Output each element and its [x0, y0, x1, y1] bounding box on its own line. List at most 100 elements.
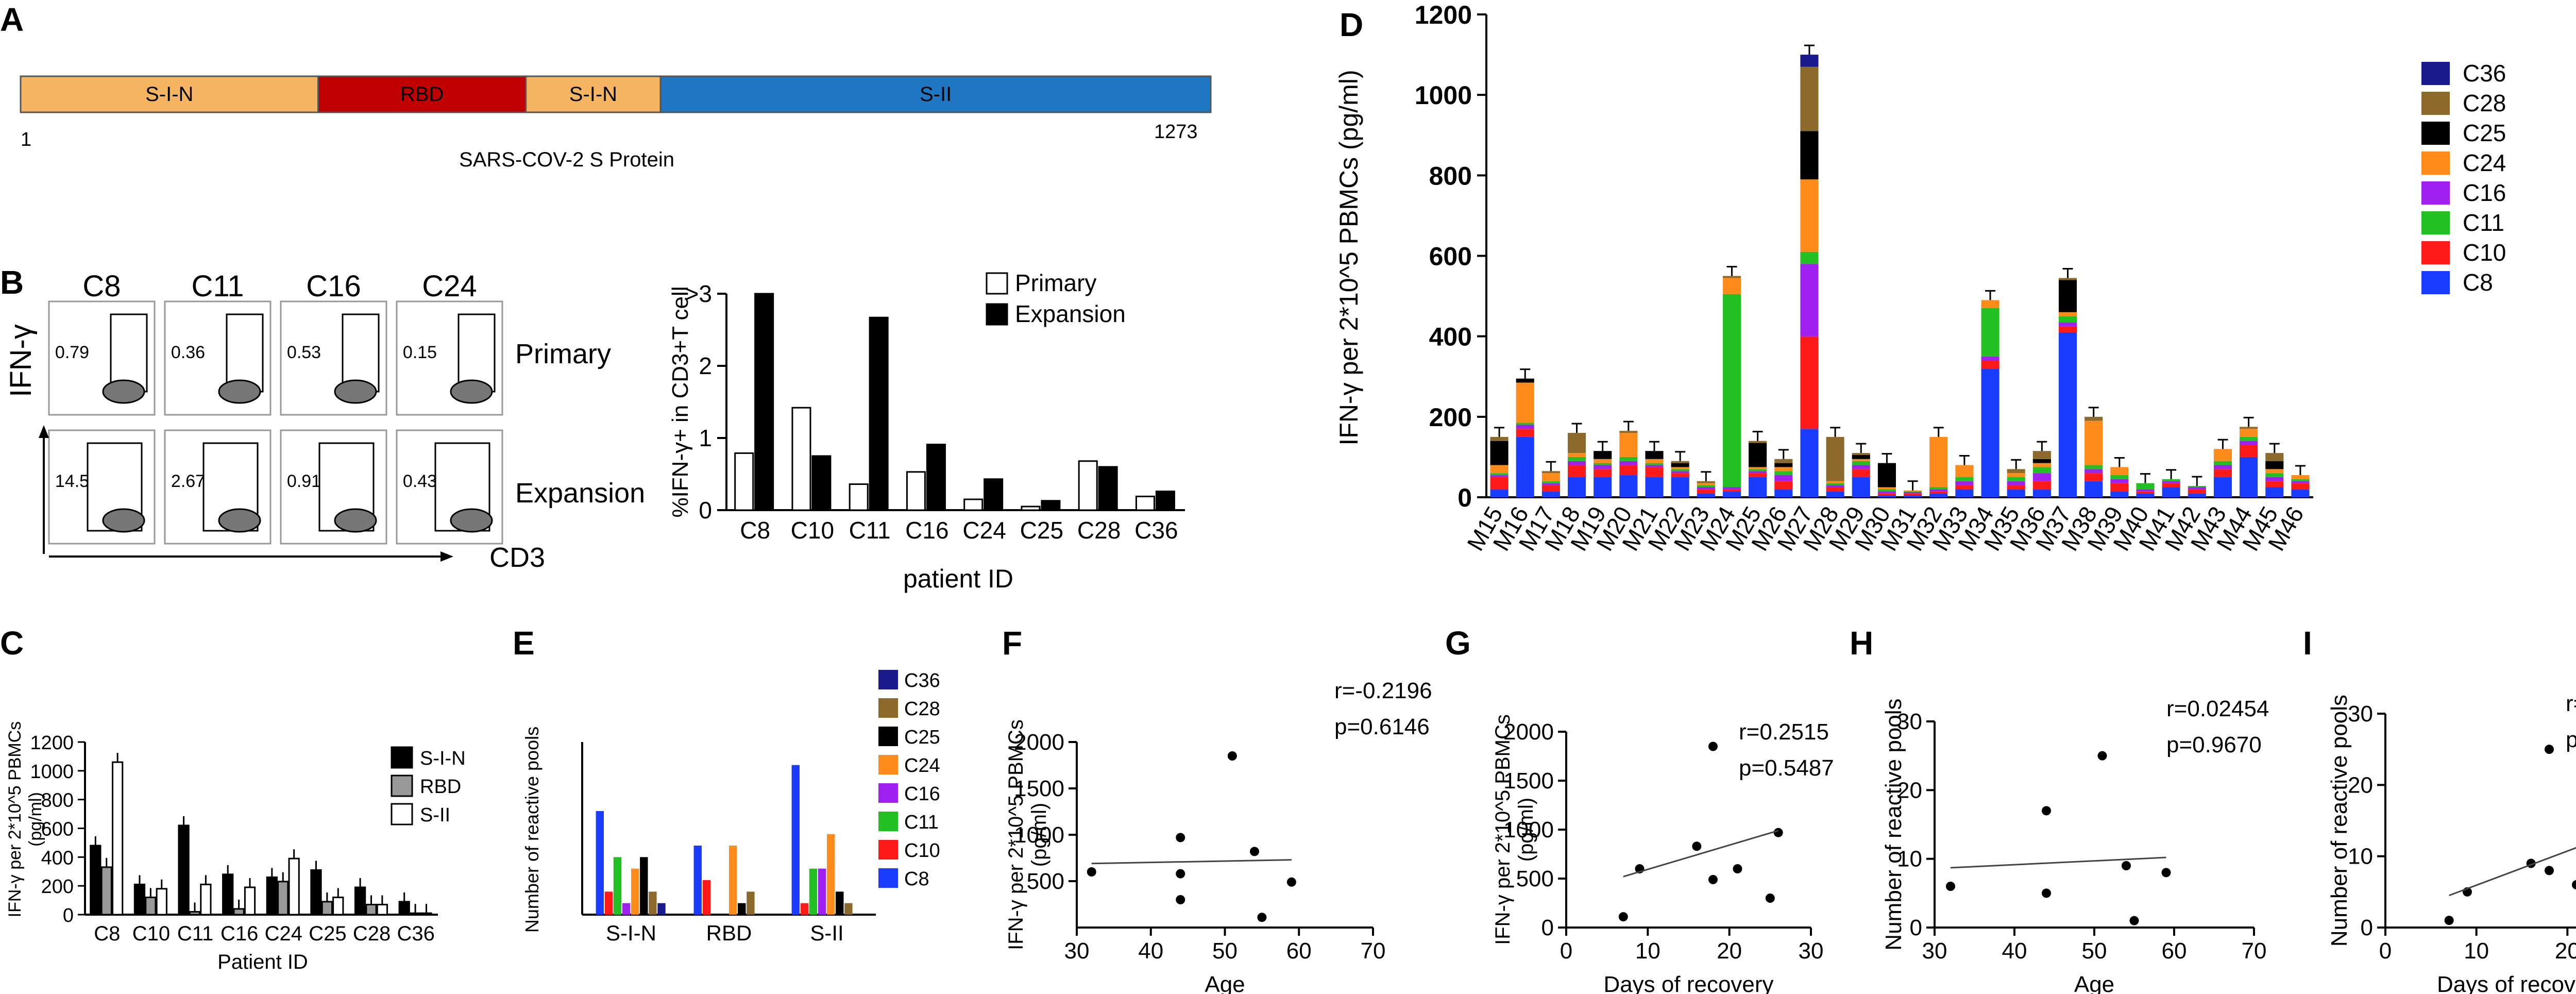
stacked-bar-M29-C28: [1852, 453, 1870, 456]
x-tick-label: 40: [2002, 938, 2027, 964]
y-axis-title-H: Number of reactive pools: [1881, 698, 1906, 950]
category-label-B: C11: [849, 517, 891, 544]
stacked-bar-M30-C16: [1877, 491, 1896, 494]
legend-swatch-D: [2421, 122, 2450, 145]
stacked-bar-M44-C10: [2240, 445, 2258, 457]
category-label-B: C36: [1134, 517, 1178, 544]
bar-E-RBD-C10: [702, 880, 711, 915]
stacked-bar-M37-C11: [2058, 316, 2077, 323]
stacked-bar-M45-C10: [2265, 481, 2284, 487]
stacked-bar-M27-C28: [1800, 66, 1819, 131]
flow-x-axis-label: CD3: [489, 542, 545, 573]
stacked-bar-M30-C10: [1877, 493, 1896, 496]
bar-C-C16-S-II: [244, 886, 256, 916]
legend-label-C: S-I-N: [420, 748, 466, 769]
stacked-bar-M15-C8: [1490, 489, 1509, 497]
stacked-bar-M24-C11: [1722, 294, 1741, 487]
y-axis-title-F: IFN-γ per 2*10^5 PBMCs: [1005, 719, 1027, 950]
y-tick-label: 0: [699, 497, 712, 524]
bar-C-C28-S-I-N: [354, 886, 366, 916]
stacked-bar-M26-C25: [1774, 463, 1793, 467]
stacked-bar-M37-C10: [2058, 326, 2077, 332]
scatter-point-H: [2042, 806, 2051, 816]
flow-plot-box: [164, 300, 272, 416]
x-tick-label: 50: [1212, 938, 1238, 964]
y-tick-label: 600: [1429, 242, 1472, 271]
stacked-bar-M33-C24: [1955, 465, 1974, 477]
stacked-bar-M32-C24: [1929, 436, 1948, 487]
domain-label-3: S-II: [920, 83, 952, 106]
y-axis-title-E: Number of reactive pools: [521, 727, 543, 933]
stacked-bar-M43-C16: [2213, 465, 2232, 469]
flow-column-label: C8: [82, 269, 121, 303]
stacked-bar-M19-C24: [1594, 459, 1612, 463]
bar-B-C11-Primary: [849, 483, 869, 511]
scatter-point-F: [1176, 895, 1185, 904]
flow-percent-value: 2.67: [171, 471, 205, 491]
scatter-point-I: [2444, 916, 2454, 925]
stacked-bar-M45-C11: [2265, 473, 2284, 477]
x-axis-title-F: Age: [1205, 972, 1245, 994]
stacked-bar-M28-C11: [1826, 483, 1844, 485]
stacked-bar-M36-C10: [2032, 481, 2051, 490]
bar-C-C8-RBD: [100, 866, 112, 916]
stacked-bar-M38-C28: [2084, 416, 2103, 421]
bar-C-C16-RBD: [233, 908, 245, 916]
stacked-bar-M36-C28: [2032, 451, 2051, 459]
flow-percent-value: 14.5: [55, 471, 89, 491]
flow-row-label: Expansion: [515, 478, 645, 509]
regression-line-I: [2449, 847, 2576, 897]
stacked-bar-M16-C16: [1516, 425, 1534, 429]
stat-p-H: p=0.9670: [2166, 732, 2262, 757]
bar-E-S-II-C10: [800, 903, 809, 915]
stacked-bar-M28-C10: [1826, 487, 1844, 492]
stacked-bar-M26-C8: [1774, 489, 1793, 497]
bar-E-S-I-N-C24: [631, 868, 639, 915]
x-tick-label: 60: [2162, 938, 2187, 964]
stacked-bar-M42-C8: [2188, 493, 2206, 497]
bar-B-C10-Expansion: [811, 455, 832, 511]
stacked-bar-M37-C8: [2058, 332, 2077, 497]
stacked-bar-M20-C24: [1619, 433, 1638, 457]
stacked-bar-M18-C11: [1567, 457, 1586, 461]
stacked-bar-M32-C10: [1929, 491, 1948, 494]
stacked-bar-M34-C24: [1981, 300, 1999, 309]
y-tick-label: >3: [685, 280, 712, 307]
stacked-bar-M27-C10: [1800, 336, 1819, 429]
bar-B-C11-Expansion: [869, 316, 889, 511]
stacked-bar-M38-C10: [2084, 473, 2103, 481]
panel-letter-A: A: [0, 1, 24, 38]
stacked-bar-M27-C36: [1800, 55, 1819, 67]
stacked-bar-M27-C8: [1800, 429, 1819, 497]
flow-percent-value: 0.36: [171, 343, 205, 362]
stacked-bar-M21-C10: [1645, 467, 1664, 477]
stacked-bar-M40-C16: [2136, 489, 2155, 492]
stacked-bar-M40-C8: [2136, 493, 2155, 497]
stacked-bar-M38-C8: [2084, 481, 2103, 497]
stacked-bar-M37-C16: [2058, 322, 2077, 327]
bar-C-C28-S-II: [376, 903, 388, 916]
y-tick-label: 600: [41, 819, 74, 840]
stat-r-I: r=0.4337: [2566, 691, 2576, 716]
flow-population: [218, 379, 261, 404]
x-tick-label: 10: [2464, 938, 2489, 964]
stacked-bar-M22-C16: [1671, 471, 1689, 474]
stacked-bar-M43-C8: [2213, 477, 2232, 497]
bar-E-S-II-C8: [791, 765, 800, 915]
stacked-bar-M25-C11: [1749, 469, 1767, 471]
x-tick-label: 20: [1717, 938, 1742, 964]
stat-p-G: p=0.5487: [1739, 755, 1834, 781]
bar-E-RBD-C24: [729, 846, 737, 915]
stacked-bar-M23-C24: [1697, 483, 1715, 485]
stacked-bar-M22-C28: [1671, 461, 1689, 463]
y-tick-label: 0: [1458, 483, 1472, 512]
stacked-bar-M44-C24: [2240, 429, 2258, 437]
legend-label-D: C8: [2463, 269, 2493, 296]
scatter-point-G: [1618, 912, 1628, 922]
stacked-bar-M29-C16: [1852, 465, 1870, 469]
scatter-point-H: [2129, 916, 2139, 925]
legend-swatch-D: [2421, 241, 2450, 264]
bar-E-S-II-C24: [827, 834, 835, 915]
legend-swatch-E: [878, 698, 898, 718]
stacked-bar-M40-C11: [2136, 483, 2155, 490]
